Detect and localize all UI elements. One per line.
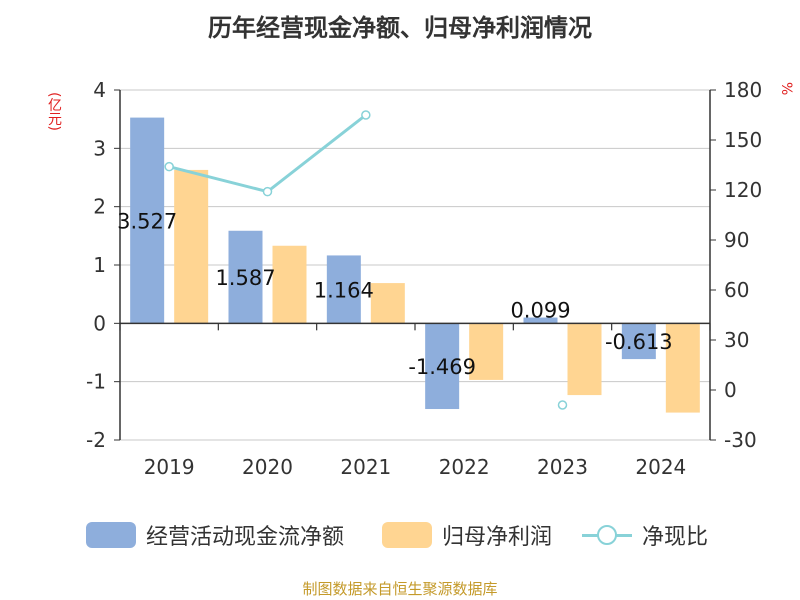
left-axis-tick-label: 0 (93, 311, 106, 335)
left-axis-unit: (亿元) (46, 92, 62, 131)
legend-item-ratio[interactable]: 净现比 (582, 518, 708, 552)
right-axis-tick-label: 30 (724, 328, 749, 352)
data-label-cash-flow: 1.587 (215, 266, 275, 290)
legend-item-net-profit[interactable]: 归母净利润 (382, 518, 552, 552)
right-axis-tick-label: 150 (724, 128, 762, 152)
left-axis-tick-label: -1 (86, 370, 106, 394)
legend-line-ratio (582, 522, 632, 548)
point-ratio (361, 110, 371, 120)
bar-net-profit (665, 323, 700, 413)
legend-label-cash-flow: 经营活动现金流净额 (146, 525, 345, 550)
x-axis-tick-label: 2023 (537, 455, 588, 479)
data-source-note: 制图数据来自恒生聚源数据库 (302, 580, 498, 598)
left-axis-tick-label: 4 (93, 78, 106, 102)
legend-item-cash-flow[interactable]: 经营活动现金流净额 (86, 518, 344, 552)
data-label-cash-flow: 3.527 (117, 209, 177, 233)
right-axis-unit: % (778, 82, 794, 96)
left-axis-tick-label: -2 (86, 428, 106, 452)
legend-label-ratio: 净现比 (642, 525, 709, 550)
bar-cash-flow (130, 117, 165, 324)
left-axis-tick-label: 3 (93, 136, 106, 160)
right-axis-tick-label: 90 (724, 228, 749, 252)
legend-swatch-cash-flow (86, 522, 136, 548)
bar-net-profit (174, 169, 209, 324)
chart-legend: 经营活动现金流净额 归母净利润 净现比 (0, 518, 800, 552)
x-axis-tick-label: 2019 (144, 455, 195, 479)
x-axis-tick-label: 2022 (439, 455, 490, 479)
x-axis-tick-label: 2024 (635, 455, 686, 479)
right-axis-tick-label: 180 (724, 78, 762, 102)
bar-cash-flow (621, 323, 656, 360)
legend-label-net-profit: 归母净利润 (442, 525, 553, 550)
data-label-cash-flow: -0.613 (605, 330, 673, 354)
point-ratio (164, 161, 174, 172)
right-axis-tick-label: 60 (724, 278, 749, 302)
bar-cash-flow (228, 230, 263, 324)
left-axis-tick-label: 1 (93, 253, 106, 277)
point-ratio (262, 186, 273, 197)
bar-net-profit (370, 283, 405, 324)
right-axis-tick-label: -30 (724, 428, 757, 452)
bar-cash-flow (326, 255, 361, 324)
left-axis-tick-label: 2 (93, 195, 106, 219)
bar-net-profit (272, 245, 307, 324)
point-ratio (557, 400, 568, 410)
bar-net-profit (469, 323, 504, 380)
chart-title: 历年经营现金净额、归母净利润情况 (208, 14, 592, 42)
data-label-cash-flow: -1.469 (408, 355, 476, 379)
bar-cash-flow (425, 323, 460, 410)
data-label-cash-flow: 1.164 (314, 278, 374, 302)
x-axis-tick-label: 2021 (340, 455, 391, 479)
right-axis-tick-label: 120 (724, 178, 762, 202)
bar-cash-flow (523, 317, 558, 324)
bar-net-profit (567, 323, 602, 396)
right-axis-tick-label: 0 (724, 378, 737, 402)
legend-swatch-net-profit (382, 522, 432, 548)
x-axis-tick-label: 2020 (242, 455, 293, 479)
data-label-cash-flow: 0.099 (510, 298, 570, 322)
